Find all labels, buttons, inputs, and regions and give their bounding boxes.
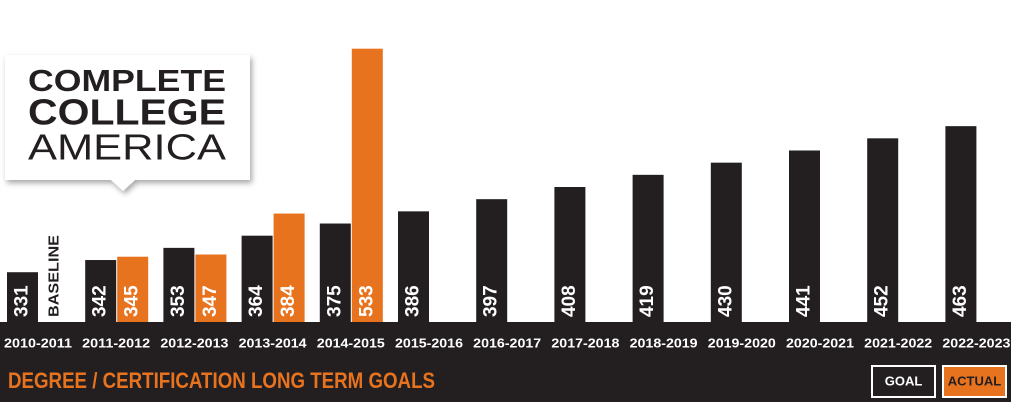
value-label: 397 bbox=[481, 285, 502, 317]
x-tick-label: 2011-2012 bbox=[82, 335, 150, 350]
value-label: 441 bbox=[794, 285, 815, 317]
value-label: 430 bbox=[715, 285, 736, 317]
value-label: 533 bbox=[356, 285, 377, 317]
bar bbox=[632, 174, 664, 322]
bar bbox=[867, 138, 899, 322]
x-tick-label: 2014-2015 bbox=[317, 335, 385, 350]
legend-swatch bbox=[942, 365, 1007, 398]
x-tick-label: 2010-2011 bbox=[4, 335, 72, 350]
x-tick-label: 2015-2016 bbox=[395, 335, 463, 350]
logo-line: AMERICA bbox=[28, 127, 226, 168]
logo-line: COMPLETE bbox=[28, 63, 226, 98]
logo-card bbox=[5, 55, 250, 191]
value-label: 384 bbox=[278, 285, 299, 317]
value-label: 419 bbox=[637, 285, 658, 317]
value-label: 331 bbox=[12, 285, 33, 317]
legend-label: ACTUAL bbox=[948, 373, 1001, 388]
bar bbox=[476, 199, 508, 322]
bar bbox=[710, 162, 742, 322]
x-tick-label: 2016-2017 bbox=[473, 335, 541, 350]
x-tick-label: 2013-2014 bbox=[239, 335, 308, 350]
value-label: 386 bbox=[403, 285, 424, 317]
bar bbox=[85, 260, 117, 322]
x-tick-label: 2018-2019 bbox=[630, 335, 698, 350]
footer-band bbox=[0, 322, 1011, 402]
bar bbox=[945, 126, 977, 322]
bar bbox=[195, 254, 227, 322]
value-label: 463 bbox=[950, 285, 971, 317]
bar bbox=[398, 211, 429, 322]
value-label: 375 bbox=[324, 285, 345, 317]
annotation: BASELINE bbox=[45, 235, 62, 317]
value-label: 364 bbox=[246, 285, 267, 317]
bar bbox=[241, 235, 273, 322]
bar bbox=[351, 48, 383, 322]
x-tick-label: 2021-2022 bbox=[864, 335, 932, 350]
x-tick-label: 2020-2021 bbox=[786, 335, 854, 350]
value-label: 342 bbox=[90, 285, 111, 317]
bar bbox=[789, 150, 820, 322]
bar bbox=[319, 223, 351, 322]
logo-line: COLLEGE bbox=[28, 92, 226, 133]
value-label: 347 bbox=[200, 285, 221, 317]
x-tick-label: 2012-2013 bbox=[160, 335, 228, 350]
value-label: 353 bbox=[168, 285, 189, 317]
bar bbox=[273, 213, 305, 322]
chart-title: DEGREE / CERTIFICATION LONG TERM GOALS bbox=[8, 368, 435, 393]
value-label: 345 bbox=[122, 285, 143, 317]
logo: COMPLETE COLLEGE AMERICA bbox=[5, 55, 250, 191]
value-label: 408 bbox=[559, 285, 580, 317]
legend-label: GOAL bbox=[885, 373, 923, 388]
bar bbox=[554, 187, 586, 322]
bar bbox=[7, 272, 38, 322]
legend-swatch bbox=[871, 365, 936, 398]
bar bbox=[117, 256, 149, 322]
value-label: 452 bbox=[872, 285, 893, 317]
bar bbox=[163, 247, 195, 322]
x-tick-label: 2017-2018 bbox=[551, 335, 619, 350]
x-tick-label: 2022-2023 bbox=[942, 335, 1010, 350]
x-tick-label: 2019-2020 bbox=[708, 335, 776, 350]
